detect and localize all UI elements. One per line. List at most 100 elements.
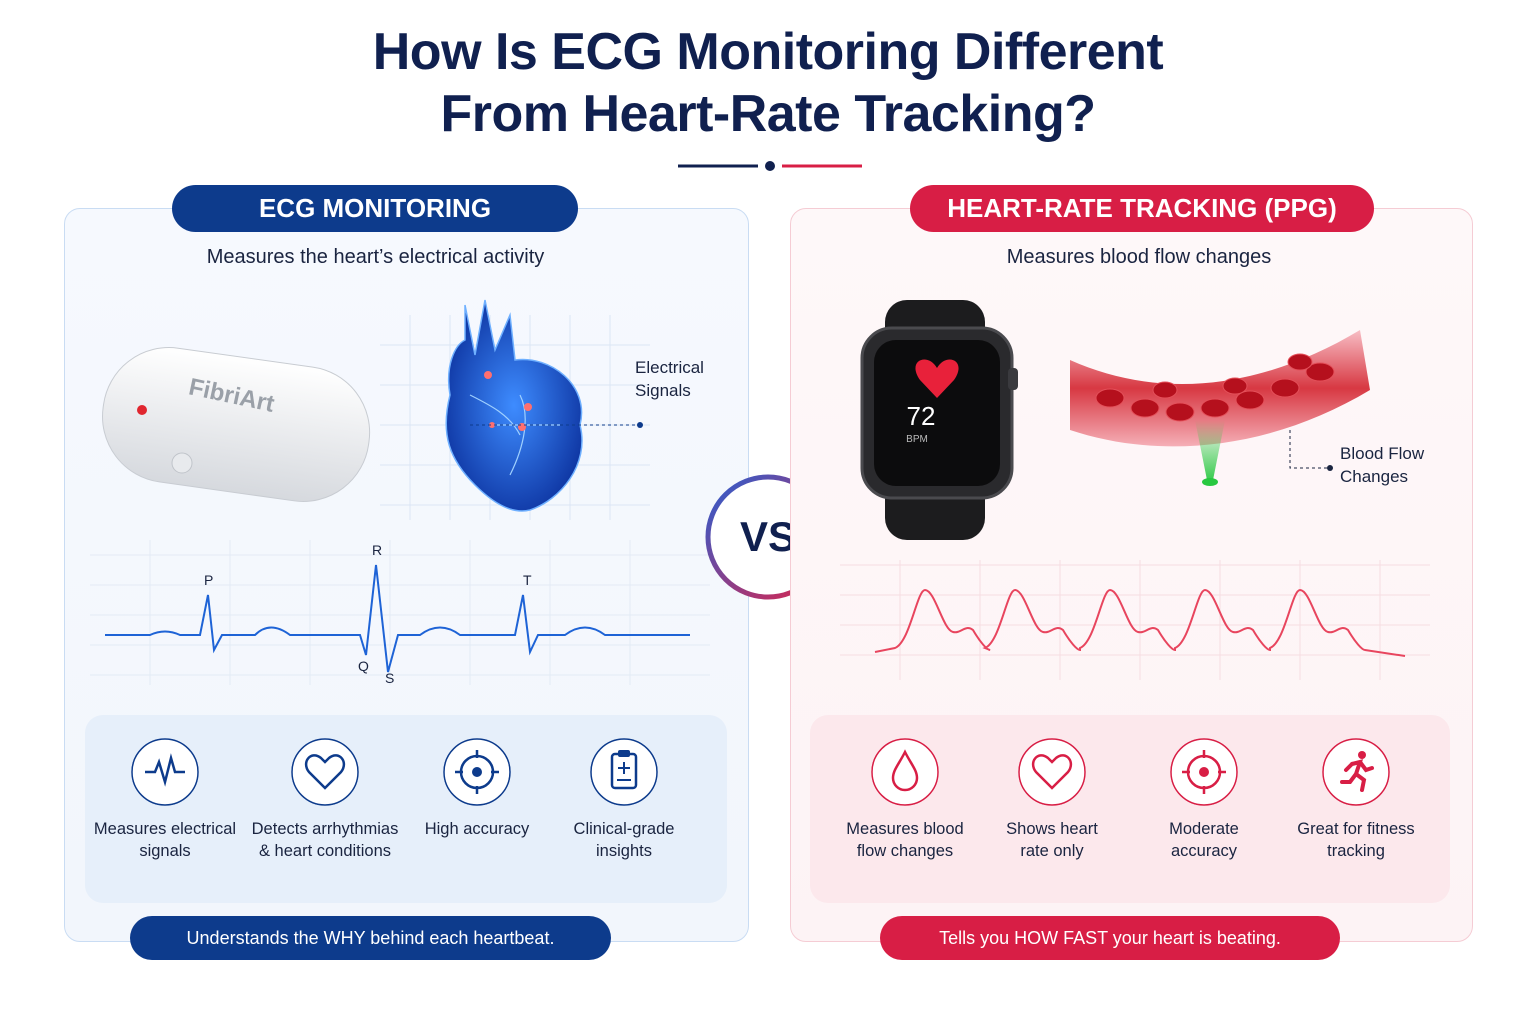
feature-label: Detects arrhythmias [251, 820, 399, 838]
feature-icon [1018, 738, 1086, 806]
feature-icon [304, 754, 346, 790]
feature-icon [590, 738, 658, 806]
ppg-subtitle: Measures blood flow changes [1006, 246, 1272, 268]
ecg-illustration: FibriArt [90, 299, 710, 685]
blood-vessel [1202, 478, 1218, 486]
wave-label: P [204, 572, 214, 588]
annotation-dot [1327, 465, 1333, 471]
wave-label: S [385, 670, 395, 686]
watch [1008, 368, 1018, 390]
annotation-line-text: Changes [1340, 467, 1409, 486]
feature-label: Measures blood [846, 820, 964, 838]
feature: Measures electrical signals [80, 738, 250, 862]
ppg-illustration: 72 BPM [840, 300, 1430, 680]
feature-label: flow changes [856, 842, 954, 860]
ecg-subtitle: Measures the heart’s electrical activity [206, 246, 545, 268]
blood-vessel [1095, 353, 1335, 422]
watch [860, 300, 1018, 540]
ecg-grid [90, 540, 710, 685]
watch [915, 359, 959, 398]
ecg-device [102, 347, 371, 502]
feature: Detects arrhythmias & heart conditions [240, 738, 410, 862]
annotation-line-text: Signals [635, 381, 691, 400]
feature-label: Measures electrical [93, 820, 237, 838]
feature-icon [1358, 751, 1366, 759]
blood-vessel [1235, 390, 1265, 410]
feature: Measures blood flow changes [820, 738, 990, 862]
blood-vessel [1130, 398, 1160, 418]
feature-icon [891, 749, 919, 792]
feature-label: tracking [1327, 842, 1385, 860]
feature-label: Great for fitness [1297, 820, 1415, 838]
vs-text: VS [740, 513, 796, 560]
feature-icon [618, 750, 630, 757]
ecg-device [137, 405, 147, 415]
title-line: How Is ECG Monitoring Different [372, 23, 1164, 81]
heart [518, 423, 526, 431]
feature-label: signals [139, 842, 191, 860]
feature-icon [871, 738, 939, 806]
feature-icon [145, 753, 185, 787]
ppg-waveform [874, 588, 1406, 657]
annotation-line-text: Electrical [635, 358, 704, 377]
ecg-device [102, 347, 371, 502]
annotation-line [1289, 430, 1330, 469]
ppg-grid [840, 560, 1430, 680]
blood-vessel [1095, 388, 1125, 408]
blood-vessel [1287, 353, 1313, 371]
feature-label: High accuracy [424, 820, 530, 838]
divider [765, 161, 775, 171]
ppg-annotation: Blood Flow Changes [1340, 442, 1424, 488]
feature-icon [131, 738, 199, 806]
feature-label: & heart conditions [258, 842, 392, 860]
ppg-badge: HEART-RATE TRACKING (PPG) [910, 185, 1374, 232]
feature-label: insights [596, 842, 652, 860]
blood-vessel [1305, 362, 1335, 382]
feature-label: Shows heart [1006, 820, 1098, 838]
heart [524, 403, 532, 411]
title-line: From Heart-Rate Tracking? [440, 85, 1097, 143]
feature-icon [1340, 759, 1374, 792]
watch-unit: BPM [906, 434, 928, 445]
ppg-footer: Tells you HOW FAST your heart is beating… [880, 916, 1340, 960]
feature-icon [1182, 750, 1226, 794]
heart [445, 299, 583, 512]
feature-icon [443, 738, 511, 806]
feature-icon [1018, 738, 1086, 806]
ecg-footer: Understands the WHY behind each heartbea… [130, 916, 611, 960]
feature: Moderate accuracy [1119, 738, 1289, 862]
heart [484, 371, 492, 379]
annotation-line-text: Blood Flow [1340, 444, 1425, 463]
feature: Clinical-grade insights [539, 738, 709, 862]
feature-label: Moderate [1169, 820, 1239, 838]
heart [489, 422, 495, 428]
feature-label: accuracy [1170, 842, 1238, 860]
blood-vessel [1195, 420, 1225, 485]
feature-icon [291, 738, 359, 806]
feature-icon [1199, 767, 1209, 777]
ecg-device [171, 452, 193, 474]
wave-label: R [372, 542, 383, 558]
feature-icon [131, 738, 199, 806]
blood-vessel [1222, 377, 1248, 395]
wave-label: T [523, 572, 532, 588]
feature-icon [871, 738, 939, 806]
feature-icon [472, 767, 482, 777]
feature-icon [291, 738, 359, 806]
ecg-annotation: Electrical Signals [635, 356, 704, 402]
feature-label: rate only [1020, 842, 1084, 860]
feature-icon [1170, 738, 1238, 806]
blood-vessel [1200, 398, 1230, 418]
watch [874, 340, 1000, 486]
feature-icon [617, 762, 631, 781]
blood-vessel [1165, 402, 1195, 422]
feature: High accuracy [392, 738, 562, 840]
wave-label: Q [358, 658, 369, 674]
ecg-waveform [105, 564, 690, 673]
divider [678, 161, 862, 171]
annotation-dot [637, 422, 643, 428]
blood-vessel [1152, 381, 1178, 399]
blood-vessel [1070, 330, 1370, 486]
feature: Great for fitness tracking [1271, 738, 1441, 862]
